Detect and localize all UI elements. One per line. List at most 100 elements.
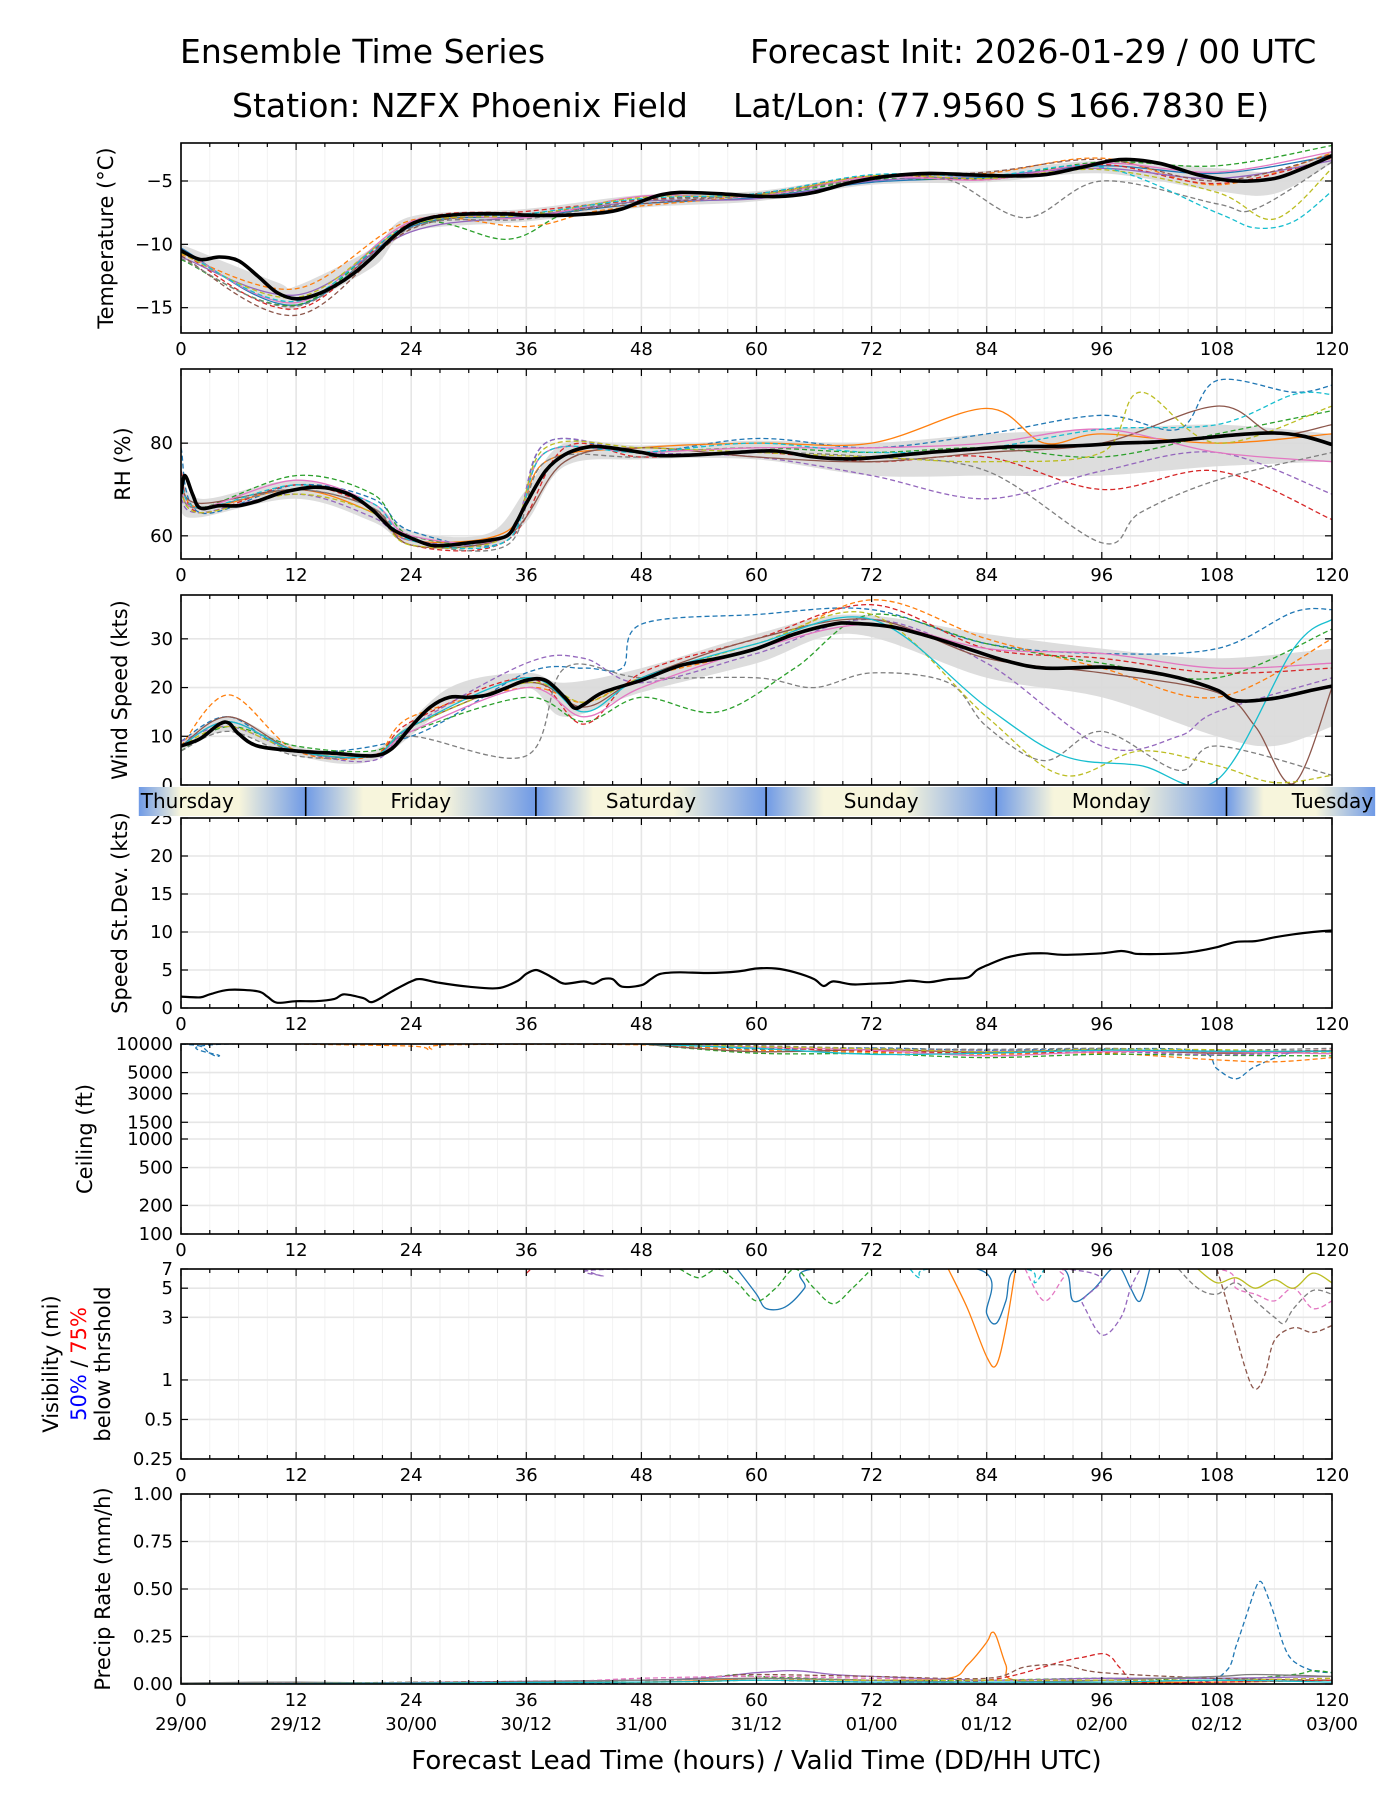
x-tick-label: 84	[975, 565, 998, 586]
y-tick-label: −5	[146, 171, 173, 192]
x-tick-label: 84	[975, 339, 998, 360]
day-label: Tuesday	[1291, 789, 1374, 813]
plot-area-temperature	[181, 144, 1332, 316]
member-line	[181, 167, 1332, 299]
x-tick-label: 48	[630, 565, 653, 586]
day-label: Monday	[1072, 789, 1151, 813]
day-segment	[535, 787, 767, 816]
x-tick-label: 48	[630, 1465, 653, 1486]
valid-time-label: 29/00	[155, 1714, 207, 1735]
valid-time-label: 01/00	[846, 1714, 898, 1735]
day-label: Sunday	[844, 789, 919, 813]
member-line	[181, 164, 1332, 303]
panel-temperature: 0 12 24 36 48 60 72 84 96 108 120 −15 −10 −5 Temperatu…	[94, 142, 1349, 360]
x-tick-label: 0	[175, 1240, 186, 1261]
y-tick-label: 1000	[127, 1129, 173, 1150]
x-tick-label: 72	[860, 1465, 883, 1486]
x-tick-label: 84	[975, 1465, 998, 1486]
y-axis-label-sub: below thrshold	[91, 1286, 115, 1441]
x-tick-label: 12	[285, 565, 308, 586]
x-tick-label: 48	[630, 1014, 653, 1035]
y-tick-label: 5	[162, 1278, 173, 1299]
y-tick-label: 60	[150, 526, 173, 547]
x-tick-label: 0	[175, 1690, 186, 1711]
x-tick-label: 48	[630, 1690, 653, 1711]
panel-precip: 0 12 24 36 48 60 72 84 96 108 120 0.00 0.25 0.50 0.75 1…	[91, 1484, 1349, 1711]
plot-area-stdev	[181, 929, 1332, 1004]
station-name: Station: NZFX Phoenix Field	[232, 86, 688, 125]
x-tick-label: 120	[1315, 565, 1349, 586]
x-tick-label: 84	[975, 1014, 998, 1035]
member-line	[583, 1269, 1141, 1336]
x-tick-label: 36	[515, 565, 538, 586]
y-tick-label: 10	[150, 922, 173, 943]
valid-time-label: 02/00	[1076, 1714, 1128, 1735]
x-tick-label: 0	[175, 1014, 186, 1035]
x-tick-label: 108	[1200, 565, 1234, 586]
figure-title: Ensemble Time Series	[180, 32, 546, 71]
y-tick-label: 100	[139, 1224, 173, 1245]
x-tick-label: 108	[1200, 1240, 1234, 1261]
member-line	[181, 618, 1332, 763]
panel-ceiling: 0 12 24 36 48 60 72 84 96 108 120 100 200 500 10001500…	[73, 1034, 1349, 1261]
x-tick-label: 84	[975, 1690, 998, 1711]
y-tick-label: 1	[162, 1370, 173, 1391]
y-tick-label: 3000	[127, 1084, 173, 1105]
y-tick-label: −10	[135, 234, 173, 255]
x-tick-label: 72	[860, 1690, 883, 1711]
y-tick-label: 5000	[127, 1063, 173, 1084]
member-line	[736, 1269, 1151, 1325]
x-tick-label: 24	[400, 565, 423, 586]
y-tick-label: 30	[150, 629, 173, 650]
y-tick-label: 0	[162, 998, 173, 1019]
x-tick-label: 60	[745, 565, 768, 586]
valid-time-label: 30/00	[385, 1714, 437, 1735]
valid-time-label: 01/12	[961, 1714, 1013, 1735]
y-tick-label: 0.00	[133, 1674, 173, 1695]
valid-time-label: 02/12	[1191, 1714, 1243, 1735]
x-tick-label: 48	[630, 1240, 653, 1261]
day-segment	[996, 787, 1227, 816]
day-label: Saturday	[606, 789, 696, 813]
member-line	[1216, 1269, 1332, 1390]
valid-time-label: 30/12	[500, 1714, 552, 1735]
member-line	[1178, 1269, 1332, 1325]
y-tick-label: 20	[150, 678, 173, 699]
y-axis-label: Temperature (°C)	[94, 147, 118, 329]
x-tick-label: 120	[1315, 339, 1349, 360]
y-tick-label: 0.25	[133, 1449, 173, 1470]
x-tick-label: 12	[285, 1014, 308, 1035]
x-tick-label: 36	[515, 1690, 538, 1711]
x-tick-label: 48	[630, 339, 653, 360]
x-tick-label: 24	[400, 1465, 423, 1486]
member-line	[181, 613, 1332, 753]
x-tick-label: 108	[1200, 1690, 1234, 1711]
y-tick-label: 1.00	[133, 1484, 173, 1505]
member-line	[181, 607, 1332, 753]
member-line	[679, 1269, 873, 1305]
spread-band	[181, 424, 1332, 550]
x-tick-label: 12	[285, 339, 308, 360]
threshold-separator: /	[67, 1354, 91, 1374]
y-tick-label: 3	[162, 1307, 173, 1328]
x-tick-label: 108	[1200, 339, 1234, 360]
x-tick-label: 24	[400, 1014, 423, 1035]
member-line	[181, 410, 1332, 545]
day-segment	[766, 787, 997, 816]
x-tick-label: 60	[745, 1465, 768, 1486]
x-tick-label: 60	[745, 1690, 768, 1711]
forecast-init: Forecast Init: 2026-01-29 / 00 UTC	[750, 32, 1317, 71]
x-tick-label: 120	[1315, 1690, 1349, 1711]
x-tick-label: 24	[400, 1240, 423, 1261]
member-line	[641, 1044, 1332, 1059]
member-line	[181, 160, 1332, 296]
y-tick-label: 0	[162, 775, 173, 796]
day-segment	[305, 787, 536, 816]
plot-area-rh	[181, 378, 1332, 552]
mean-line	[181, 154, 1332, 301]
mean-line	[181, 431, 1332, 548]
day-label: Thursday	[140, 789, 234, 813]
panel-wind: 012243648607284961081200102030Wind Speed…	[108, 594, 1349, 812]
